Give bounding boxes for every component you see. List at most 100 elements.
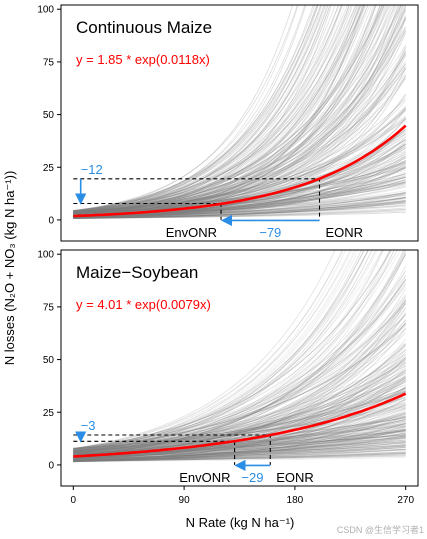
sim-curve [73, 399, 406, 462]
sim-curve [73, 391, 406, 451]
sim-curve [73, 307, 407, 460]
sim-curve [73, 250, 373, 454]
sim-curve [73, 160, 406, 218]
sim-curve [73, 106, 406, 215]
sim-curve [73, 314, 407, 455]
sim-curve [73, 30, 407, 215]
sim-curve [73, 197, 406, 219]
sim-curve [73, 448, 406, 462]
sim-curve [73, 430, 406, 451]
sim-curve [73, 423, 406, 461]
sim-curve [73, 445, 406, 462]
sim-curve [73, 376, 406, 462]
sim-curve [73, 5, 358, 213]
sim-curve [73, 417, 406, 459]
sim-curve [73, 444, 406, 458]
sim-curve [73, 328, 407, 460]
sim-curve [73, 200, 406, 219]
sim-curve [73, 437, 406, 463]
sim-curve [73, 253, 407, 453]
sim-curve [73, 166, 406, 219]
sim-curve [73, 250, 352, 450]
sim-curve [73, 27, 407, 212]
sim-curve [73, 164, 406, 219]
sim-curve [73, 186, 406, 217]
sim-curve [73, 418, 406, 460]
sim-curve [73, 5, 377, 215]
sim-curve [73, 418, 406, 459]
sim-curve [73, 174, 406, 218]
y-tick-label: 0 [48, 215, 54, 226]
sim-curve [73, 5, 357, 212]
sim-curve [73, 403, 406, 460]
sim-curve [73, 387, 406, 454]
sim-curve [73, 5, 385, 212]
sim-curve [73, 407, 406, 453]
sim-curve [73, 442, 406, 460]
sim-curve [73, 440, 406, 462]
sim-curve [73, 435, 406, 461]
envonr-label: EnvONR [166, 225, 217, 240]
sim-curve [73, 406, 406, 462]
sim-curve [73, 166, 406, 212]
sim-curve [73, 209, 406, 219]
sim-curve [73, 250, 392, 457]
x-axis-title: N Rate (kg N ha⁻¹) [186, 515, 295, 530]
sim-curve [73, 175, 406, 214]
sim-curve [73, 454, 406, 462]
sim-curve [73, 379, 406, 452]
sim-curve [73, 423, 406, 462]
sim-curve [73, 437, 406, 460]
sim-curve [73, 358, 406, 450]
y-tick-label: 0 [48, 460, 54, 471]
sim-curve [73, 388, 406, 450]
sim-curve [73, 116, 406, 212]
sim-curve [73, 314, 406, 450]
sim-curve [73, 437, 406, 463]
sim-curve [73, 108, 406, 213]
sim-curve [73, 435, 406, 454]
sim-curve [73, 377, 406, 452]
sim-curve [73, 431, 406, 455]
sim-curve [73, 200, 406, 218]
sim-curve [73, 416, 406, 455]
sim-curve [73, 279, 407, 454]
sim-curve [73, 362, 406, 451]
sim-curve [73, 143, 406, 218]
sim-curve [73, 250, 378, 453]
sim-curve [73, 270, 407, 450]
sim-curve [73, 60, 407, 215]
sim-curve [73, 167, 406, 218]
sim-curve [73, 250, 392, 449]
sim-curve [73, 145, 406, 214]
sim-curve [73, 198, 406, 219]
sim-curve [73, 283, 407, 454]
sim-curve [73, 207, 406, 219]
sim-curve [73, 413, 406, 459]
sim-curve [73, 5, 294, 212]
sim-curve [73, 30, 407, 214]
sim-curve [73, 250, 383, 450]
sim-curve [73, 155, 406, 218]
sim-curve [73, 364, 406, 453]
sim-curve [73, 109, 407, 218]
sim-curve [73, 5, 394, 215]
sim-curve [73, 446, 406, 459]
sim-curve [73, 125, 406, 218]
sim-curve [73, 15, 407, 216]
sim-curve [73, 372, 406, 456]
sim-curve [73, 425, 406, 461]
sim-curve [73, 5, 366, 214]
sim-curve [73, 446, 406, 462]
sim-curve [73, 146, 406, 212]
sim-curve [73, 398, 406, 461]
sim-curve [73, 405, 406, 454]
sim-curve [73, 406, 406, 449]
sim-curve [73, 169, 406, 214]
sim-curve [73, 200, 406, 218]
sim-curve [73, 205, 406, 218]
sim-curve [73, 179, 406, 218]
sim-curve [73, 167, 406, 212]
sim-curve [73, 110, 406, 213]
sim-curve [73, 5, 362, 214]
